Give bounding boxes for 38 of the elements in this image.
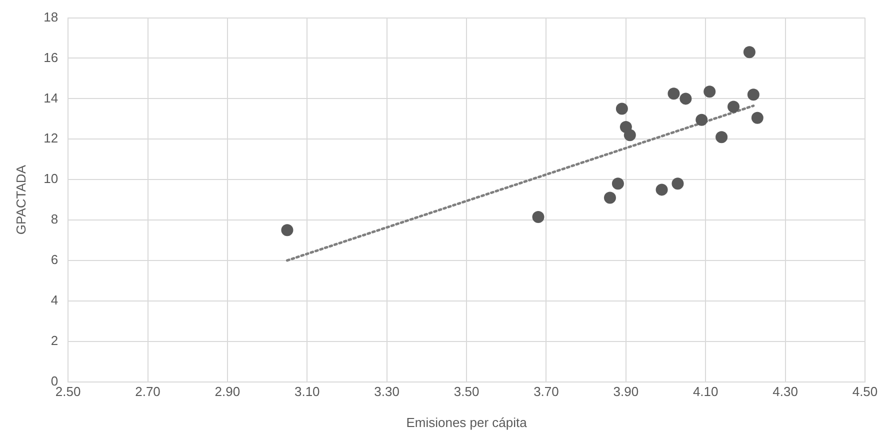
y-tick-label: 4	[50, 292, 58, 308]
y-tick-label: 2	[50, 332, 58, 348]
point	[604, 192, 616, 204]
x-tick-label: 3.90	[613, 384, 639, 400]
x-tick-label: 2.90	[214, 384, 240, 400]
point	[668, 88, 680, 100]
point	[751, 112, 764, 124]
x-tick-label: 3.30	[374, 384, 400, 400]
x-tick-label: 3.10	[294, 384, 320, 400]
point	[672, 178, 684, 190]
y-axis-title: GPACTADA	[13, 164, 28, 235]
point	[532, 210, 544, 223]
point	[680, 92, 692, 105]
x-tick-label: 4.30	[772, 384, 798, 400]
point	[743, 46, 756, 58]
y-tick-label: 10	[44, 171, 58, 186]
y-tick-label: 14	[44, 90, 58, 106]
y-tick-label: 18	[44, 9, 58, 24]
point	[728, 100, 740, 113]
point	[281, 224, 294, 236]
point	[747, 88, 760, 101]
point	[716, 131, 728, 144]
x-tick-label: 3.50	[454, 384, 480, 400]
y-tick-label: 6	[50, 252, 58, 268]
point	[624, 129, 636, 142]
x-axis-title: Emisiones per cápita	[406, 414, 528, 430]
x-tick-label: 4.50	[852, 384, 878, 400]
point	[696, 114, 708, 126]
y-tick-label: 12	[44, 130, 58, 146]
point	[704, 86, 716, 98]
point	[612, 178, 624, 190]
x-tick-label: 4.10	[692, 384, 718, 400]
x-tick-label: 3.70	[534, 384, 559, 400]
point	[656, 184, 668, 196]
y-tick-label: 16	[44, 50, 58, 65]
point	[616, 102, 628, 115]
y-tick-label: 8	[50, 212, 58, 227]
x-tick-label: 2.70	[135, 384, 160, 400]
